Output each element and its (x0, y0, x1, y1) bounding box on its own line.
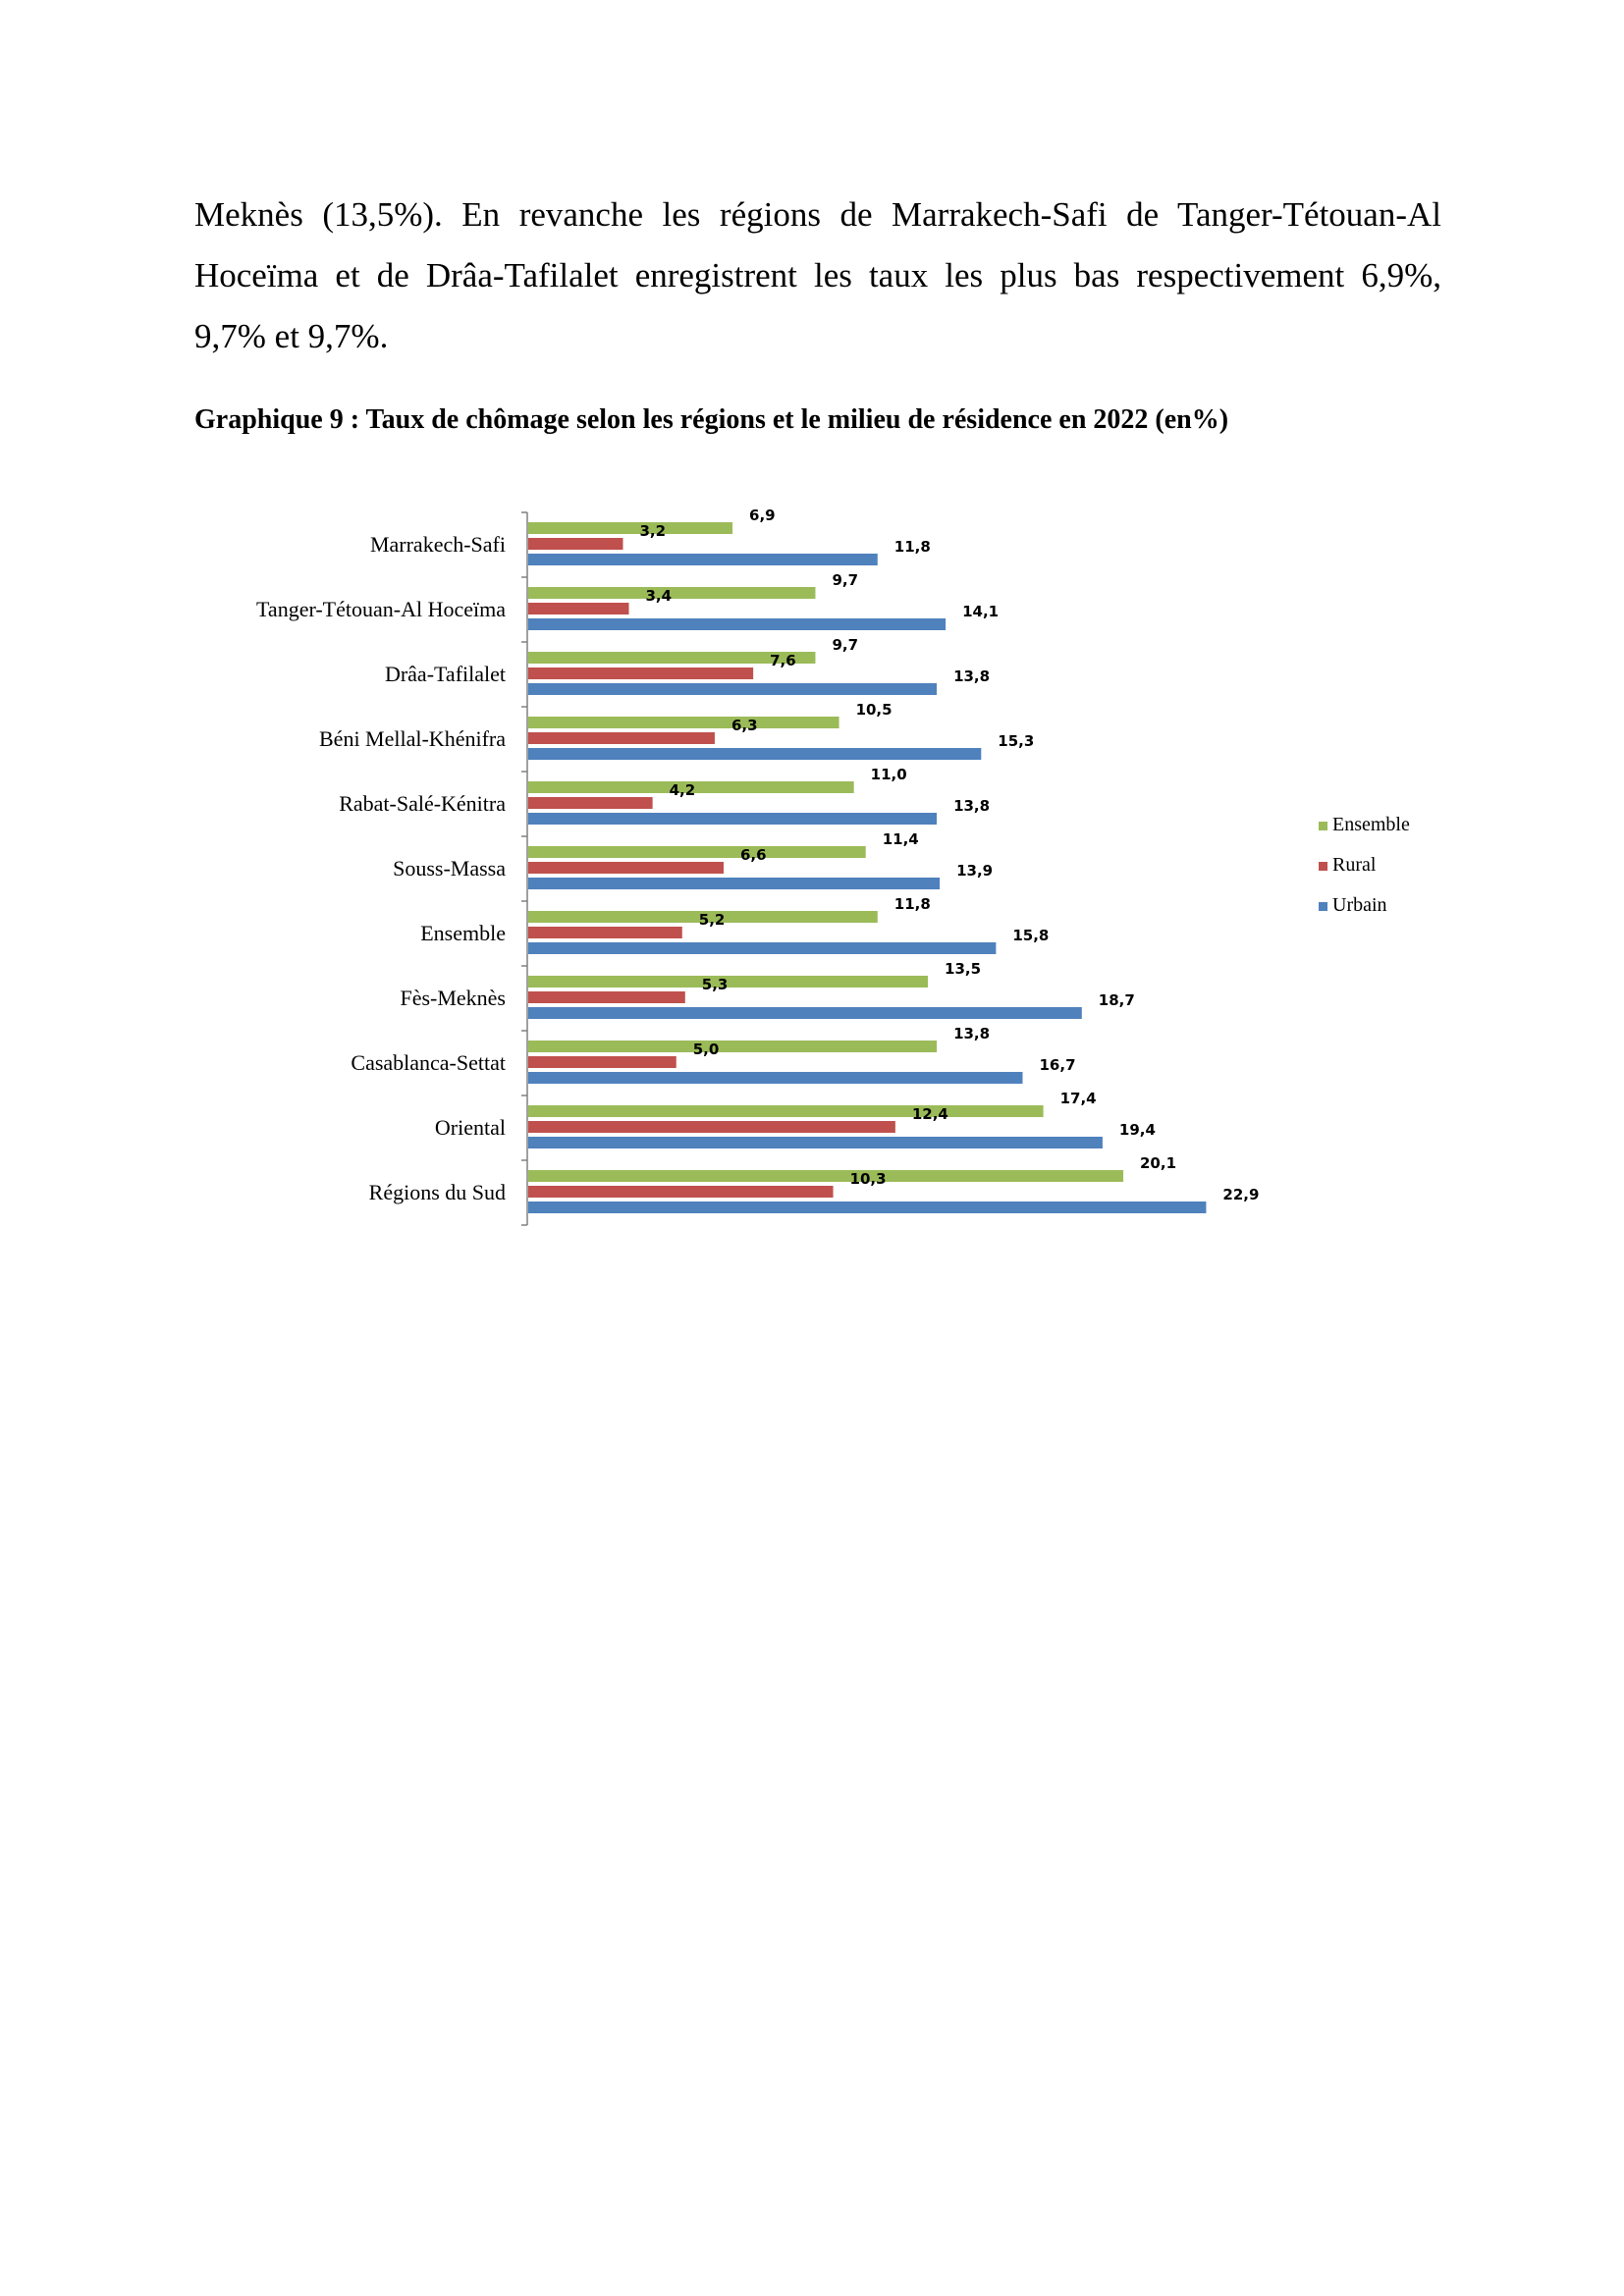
data-label: 14,1 (962, 603, 999, 620)
data-label: 9,7 (832, 571, 858, 589)
bar-ensemble (528, 587, 816, 599)
category-label: Tanger-Tétouan-Al Hoceïma (256, 597, 506, 621)
bar-ensemble (528, 1041, 938, 1052)
data-label: 12,4 (912, 1105, 948, 1123)
bar-ensemble (528, 846, 866, 858)
paragraph-line-1: Meknès (13,5%). En revanche les régions … (194, 195, 1441, 234)
data-label: 11,8 (894, 538, 931, 556)
bar-rural (528, 603, 629, 614)
data-label: 6,9 (749, 507, 776, 524)
bar-rural (528, 1121, 895, 1133)
bar-rural (528, 1056, 677, 1068)
bar-rural (528, 991, 685, 1003)
paragraph-line-2: Hoceïma et de Drâa-Tafilalet enregistren… (194, 256, 1441, 294)
bar-ensemble (528, 717, 839, 728)
bar-ensemble (528, 652, 816, 664)
bar-rural (528, 667, 754, 679)
bar-urbain (528, 1201, 1207, 1213)
category-label: Ensemble (420, 921, 506, 945)
data-label: 3,2 (639, 522, 666, 540)
data-label: 7,6 (770, 652, 796, 669)
category-label: Rabat-Salé-Kénitra (339, 791, 506, 816)
data-label: 13,8 (953, 667, 990, 685)
category-label: Casablanca-Settat (351, 1050, 506, 1075)
data-label: 13,9 (956, 862, 993, 880)
data-label: 17,4 (1060, 1090, 1097, 1107)
category-label: Béni Mellal-Khénifra (319, 726, 506, 751)
data-label: 11,8 (894, 895, 931, 913)
bar-urbain (528, 878, 941, 889)
bar-ensemble (528, 781, 854, 793)
bar-urbain (528, 683, 938, 695)
data-label: 18,7 (1099, 991, 1135, 1009)
legend-swatch (1319, 822, 1327, 830)
body-paragraph: Meknès (13,5%). En revanche les régions … (194, 185, 1441, 367)
bar-ensemble (528, 976, 929, 988)
category-label: Drâa-Tafilalet (385, 662, 506, 686)
bar-rural (528, 862, 724, 874)
data-label: 6,3 (731, 717, 758, 734)
legend-label: Urbain (1332, 894, 1387, 916)
data-label: 16,7 (1040, 1056, 1076, 1074)
data-label: 19,4 (1119, 1121, 1156, 1139)
legend-swatch (1319, 902, 1327, 911)
bar-urbain (528, 942, 997, 954)
chart-legend: Ensemble Rural Urbain (1319, 814, 1410, 916)
bar-ensemble (528, 1105, 1044, 1117)
data-label: 13,5 (945, 960, 981, 978)
data-label: 20,1 (1140, 1154, 1176, 1172)
data-label: 5,0 (693, 1041, 720, 1058)
chart-labels: Marrakech-Safi Tanger-Tétouan-Al Hoceïma D… (256, 507, 1259, 1204)
data-label: 10,5 (856, 701, 893, 719)
data-label: 9,7 (832, 636, 858, 654)
data-label: 4,2 (670, 781, 696, 799)
bar-chart: Marrakech-Safi Tanger-Tétouan-Al Hoceïma D… (256, 507, 1410, 1226)
bar-urbain (528, 618, 947, 630)
data-label: 10,3 (850, 1170, 887, 1188)
bar-rural (528, 732, 715, 744)
bar-rural (528, 797, 653, 809)
data-label: 3,4 (646, 587, 673, 605)
paragraph-line-3: 9,7% et 9,7%. (194, 317, 389, 355)
bar-rural (528, 1186, 834, 1198)
bar-urbain (528, 748, 982, 760)
data-label: 13,8 (953, 797, 990, 815)
category-label: Oriental (435, 1115, 506, 1140)
bar-ensemble (528, 911, 878, 923)
data-label: 15,3 (998, 732, 1034, 750)
legend-label: Rural (1332, 854, 1377, 876)
bar-ensemble (528, 1170, 1124, 1182)
bar-urbain (528, 1137, 1103, 1148)
bar-urbain (528, 554, 878, 565)
data-label: 5,2 (699, 911, 726, 929)
data-label: 11,0 (871, 766, 907, 783)
data-label: 6,6 (740, 846, 767, 864)
data-label: 15,8 (1012, 927, 1049, 944)
chart-title: Graphique 9 : Taux de chômage selon les … (194, 404, 1229, 435)
legend-swatch (1319, 862, 1327, 871)
category-label: Souss-Massa (393, 856, 506, 881)
bar-rural (528, 538, 623, 550)
chart-bars (528, 522, 1207, 1213)
data-label: 5,3 (702, 976, 729, 993)
category-label: Régions du Sud (369, 1180, 506, 1204)
data-label: 13,8 (953, 1025, 990, 1042)
legend-label: Ensemble (1332, 814, 1410, 835)
bar-urbain (528, 1007, 1082, 1019)
bar-urbain (528, 813, 938, 825)
data-label: 11,4 (883, 830, 919, 848)
bar-rural (528, 927, 682, 938)
chart-axis (521, 511, 528, 1226)
data-label: 22,9 (1222, 1186, 1259, 1203)
category-label: Fès-Meknès (400, 986, 506, 1010)
bar-urbain (528, 1072, 1023, 1084)
bar-ensemble (528, 522, 733, 534)
category-label: Marrakech-Safi (370, 532, 506, 557)
